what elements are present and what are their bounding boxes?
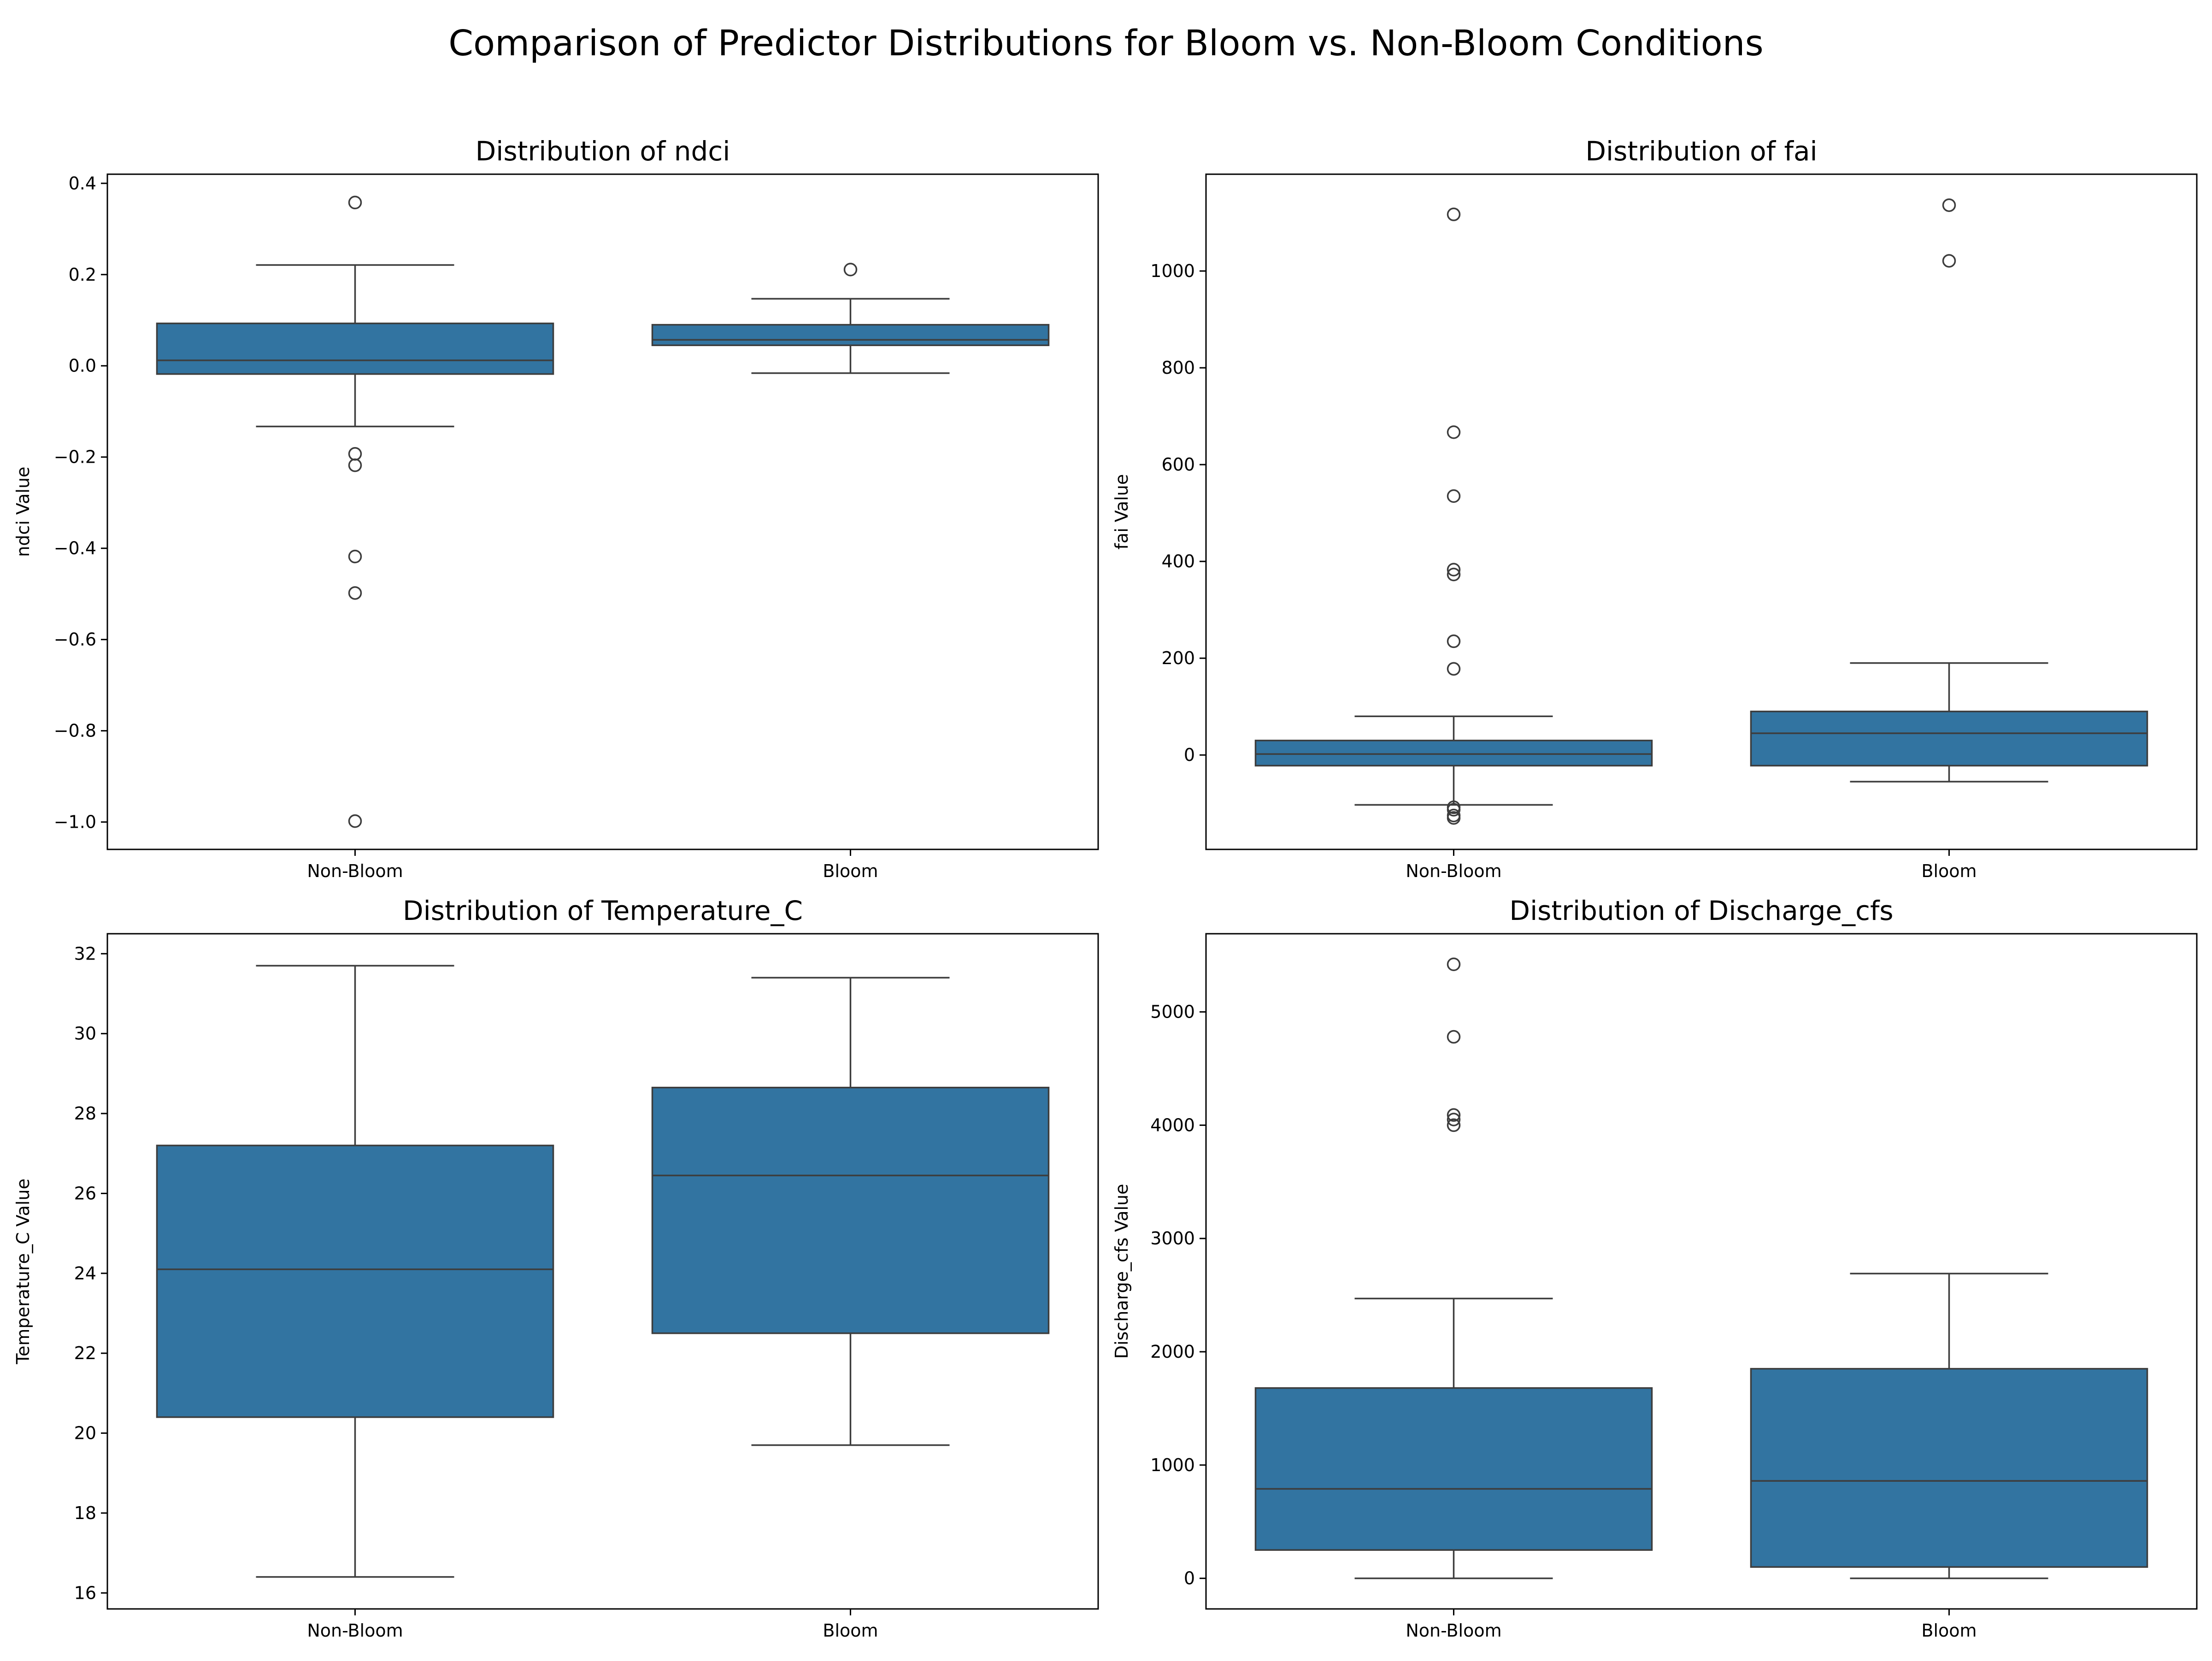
outlier-point [1447,567,1461,582]
iqr-box [1750,710,2148,767]
y-tick-label: −1.0 [54,812,96,832]
x-tick-label: Bloom [823,1620,878,1641]
iqr-box [156,1144,554,1418]
x-tick-label: Non-Bloom [307,861,403,881]
outlier-point [1447,634,1461,648]
y-tick-label: 28 [74,1103,96,1124]
box-bloom [1750,1272,2148,1579]
iqr-box [1750,1368,2148,1568]
outlier-point [348,814,362,828]
y-tick-label: 32 [74,943,96,964]
y-axis-label: Temperature_C Value [13,1178,33,1365]
outlier-point [1447,811,1461,825]
y-tick-label: 20 [74,1423,96,1443]
outlier-point [1447,1118,1461,1132]
subplot-title: Distribution of Temperature_C [403,895,803,926]
y-tick-label: 18 [74,1503,96,1523]
subplot-title: Distribution of ndci [476,135,730,167]
y-tick-label: −0.8 [54,721,96,741]
outlier-point [1447,1108,1461,1122]
x-tick-label: Bloom [1921,1620,1977,1641]
outlier-point [1942,198,1956,212]
box-non-bloom [1254,207,1653,825]
subplot-grid: Distribution of ndci ndci Value −1.0 −0.8 −0… [13,135,2198,1641]
y-tick-label: 0.0 [69,356,96,376]
y-tick-label: 0 [1184,1568,1195,1589]
outlier-point [348,458,362,472]
subplot-title: Distribution of Discharge_cfs [1509,895,1893,926]
outlier-point [348,549,362,564]
outlier-point [1447,957,1461,972]
outlier-point [1447,803,1461,817]
outlier-point [1447,1113,1461,1126]
y-tick-label: 30 [74,1024,96,1044]
y-tick-label: −0.6 [54,630,96,650]
y-tick-label: 200 [1161,648,1195,668]
x-tick-label: Non-Bloom [1406,1620,1501,1641]
subplot-1: Distribution of ndci ndci Value −1.0 −0.8 −0… [13,135,1099,881]
y-tick-label: 0.2 [69,265,96,285]
y-tick-label: 0.4 [69,173,96,194]
subplot-3: Distribution of Temperature_C Temperature… [13,895,1099,1641]
box-bloom [651,263,1050,374]
axes-frame [106,933,1099,1610]
box-bloom [651,977,1050,1446]
outlier-point [1942,254,1956,268]
iqr-box [156,322,554,375]
y-tick-label: 22 [74,1343,96,1363]
figure-title: Comparison of Predictor Distributions fo… [448,23,1763,64]
axes-frame [1205,173,2198,850]
y-tick-label: 800 [1161,358,1195,378]
outlier-point [1447,662,1461,676]
iqr-box [1254,739,1653,767]
y-tick-label: 400 [1161,551,1195,571]
outlier-point [348,586,362,600]
outlier-point [348,195,362,210]
outlier-point [1447,207,1461,221]
outlier-point [843,263,858,277]
axes-frame [106,173,1099,850]
box-non-bloom [156,195,554,828]
box-bloom [1750,198,2148,783]
x-tick-label: Bloom [823,861,878,881]
outlier-point [1447,1030,1461,1044]
y-tick-label: 26 [74,1183,96,1203]
iqr-box [651,1086,1050,1334]
outlier-point [1447,563,1461,577]
subplot-title: Distribution of fai [1585,135,1817,167]
y-tick-label: 4000 [1150,1115,1195,1135]
y-axis-label: fai Value [1112,474,1132,550]
y-tick-label: 2000 [1150,1342,1195,1362]
y-tick-label: −0.2 [54,447,96,467]
axes-frame [1205,933,2198,1610]
y-tick-label: 3000 [1150,1228,1195,1249]
x-tick-label: Non-Bloom [1406,861,1501,881]
iqr-box [651,324,1050,346]
y-tick-label: 16 [74,1583,96,1603]
outlier-point [1447,425,1461,439]
iqr-box [1254,1387,1653,1551]
y-tick-label: 1000 [1150,1455,1195,1475]
y-tick-label: 0 [1184,745,1195,765]
subplot-4: Distribution of Discharge_cfs Discharge_c… [1112,895,2198,1641]
y-axis-label: ndci Value [13,466,33,557]
subplot-2: Distribution of fai fai Value 0 200 400 600 80… [1112,135,2198,881]
y-tick-label: 5000 [1150,1002,1195,1022]
y-tick-label: 600 [1161,454,1195,475]
y-tick-label: 1000 [1150,261,1195,281]
outlier-point [1447,489,1461,503]
box-non-bloom [1254,957,1653,1579]
y-tick-label: 24 [74,1263,96,1284]
x-tick-label: Bloom [1921,861,1977,881]
x-tick-label: Non-Bloom [307,1620,403,1641]
box-non-bloom [156,965,554,1578]
y-tick-label: −0.4 [54,538,96,559]
y-axis-label: Discharge_cfs Value [1112,1184,1132,1359]
